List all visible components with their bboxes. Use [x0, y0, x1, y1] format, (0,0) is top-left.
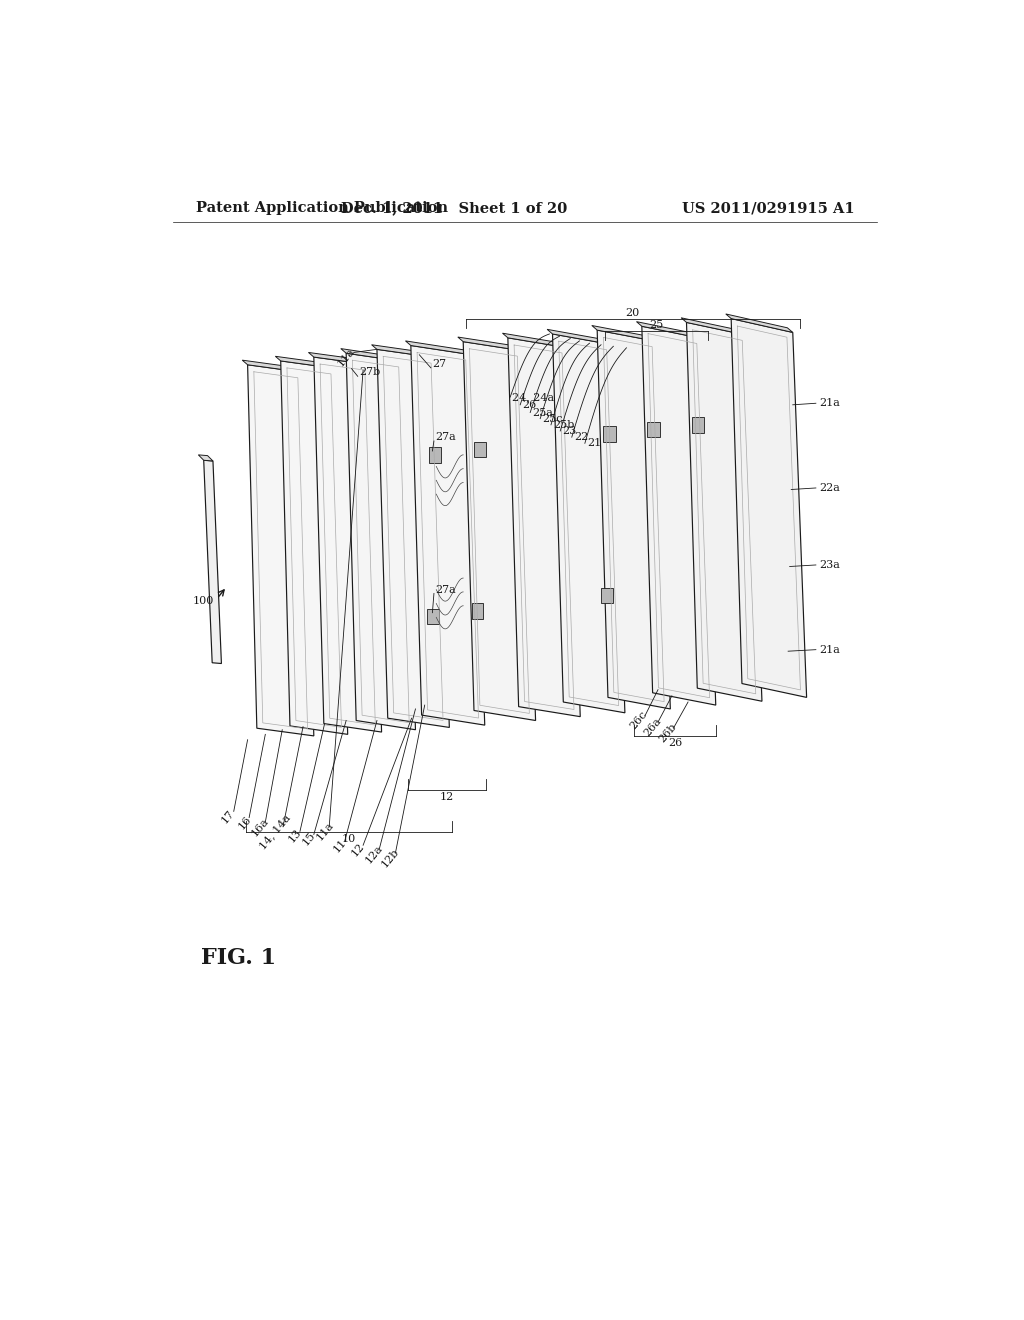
Text: 12a: 12a — [364, 842, 384, 865]
Polygon shape — [726, 314, 793, 333]
Text: 26c: 26c — [629, 709, 649, 731]
Text: 12: 12 — [349, 841, 367, 858]
Text: 16a: 16a — [250, 816, 270, 838]
Text: 23a: 23a — [819, 560, 841, 570]
Text: 27b: 27b — [359, 367, 381, 378]
Polygon shape — [427, 609, 438, 624]
Polygon shape — [472, 603, 483, 619]
Text: 23: 23 — [562, 426, 577, 436]
Text: 26: 26 — [522, 400, 537, 409]
Text: 21: 21 — [587, 438, 601, 449]
Text: 22a: 22a — [819, 483, 841, 492]
Polygon shape — [346, 354, 416, 730]
Polygon shape — [642, 326, 716, 705]
Polygon shape — [308, 352, 371, 364]
Text: 16: 16 — [237, 813, 253, 830]
Polygon shape — [686, 322, 762, 701]
Polygon shape — [275, 356, 337, 368]
Polygon shape — [597, 330, 671, 709]
Text: 26b: 26b — [657, 722, 679, 744]
Polygon shape — [243, 360, 304, 372]
Text: 11: 11 — [332, 837, 348, 854]
Polygon shape — [248, 364, 313, 737]
Text: 13: 13 — [286, 828, 303, 845]
Polygon shape — [341, 348, 404, 362]
Text: US 2011/0291915 A1: US 2011/0291915 A1 — [682, 202, 854, 215]
Polygon shape — [547, 330, 612, 345]
Text: 26a: 26a — [642, 715, 664, 738]
Polygon shape — [553, 334, 625, 713]
Polygon shape — [731, 318, 807, 697]
Polygon shape — [474, 442, 485, 457]
Polygon shape — [601, 589, 613, 603]
Text: 24, 24a: 24, 24a — [512, 392, 555, 403]
Text: 21a: 21a — [819, 644, 841, 655]
Text: 25: 25 — [649, 321, 664, 330]
Polygon shape — [692, 417, 705, 433]
Text: 25b: 25b — [553, 420, 574, 430]
Polygon shape — [637, 322, 702, 339]
Polygon shape — [458, 337, 523, 351]
Polygon shape — [508, 338, 581, 717]
Polygon shape — [377, 350, 450, 727]
Text: 11a: 11a — [314, 820, 335, 842]
Text: 21a: 21a — [819, 399, 841, 408]
Polygon shape — [204, 461, 221, 664]
Polygon shape — [681, 318, 749, 335]
Text: 100: 100 — [193, 597, 214, 606]
Polygon shape — [463, 342, 536, 721]
Polygon shape — [199, 455, 213, 461]
Polygon shape — [372, 345, 437, 358]
Text: 27a: 27a — [435, 585, 457, 594]
Text: 25a: 25a — [532, 408, 553, 417]
Polygon shape — [592, 326, 658, 342]
Polygon shape — [603, 426, 615, 442]
Polygon shape — [429, 447, 441, 462]
Text: 22: 22 — [574, 432, 589, 442]
Text: 27: 27 — [432, 359, 446, 370]
Text: Dec. 1, 2011   Sheet 1 of 20: Dec. 1, 2011 Sheet 1 of 20 — [341, 202, 567, 215]
Polygon shape — [411, 346, 484, 725]
Polygon shape — [313, 358, 382, 733]
Text: 15: 15 — [301, 830, 317, 847]
Polygon shape — [503, 333, 568, 348]
Text: 14, 14a: 14, 14a — [258, 812, 293, 850]
Text: 10: 10 — [342, 834, 356, 845]
Polygon shape — [281, 360, 348, 734]
Polygon shape — [406, 341, 472, 355]
Text: 26: 26 — [668, 738, 682, 748]
Text: 12: 12 — [440, 792, 455, 803]
Text: 20: 20 — [626, 308, 640, 318]
Text: 27a: 27a — [435, 432, 457, 442]
Text: FIG. 1: FIG. 1 — [202, 946, 276, 969]
Text: 17: 17 — [220, 808, 237, 825]
Text: 11a: 11a — [336, 346, 356, 368]
Text: Patent Application Publication: Patent Application Publication — [196, 202, 449, 215]
Text: 12b: 12b — [379, 846, 400, 869]
Polygon shape — [647, 422, 659, 437]
Text: 25c: 25c — [543, 413, 563, 424]
